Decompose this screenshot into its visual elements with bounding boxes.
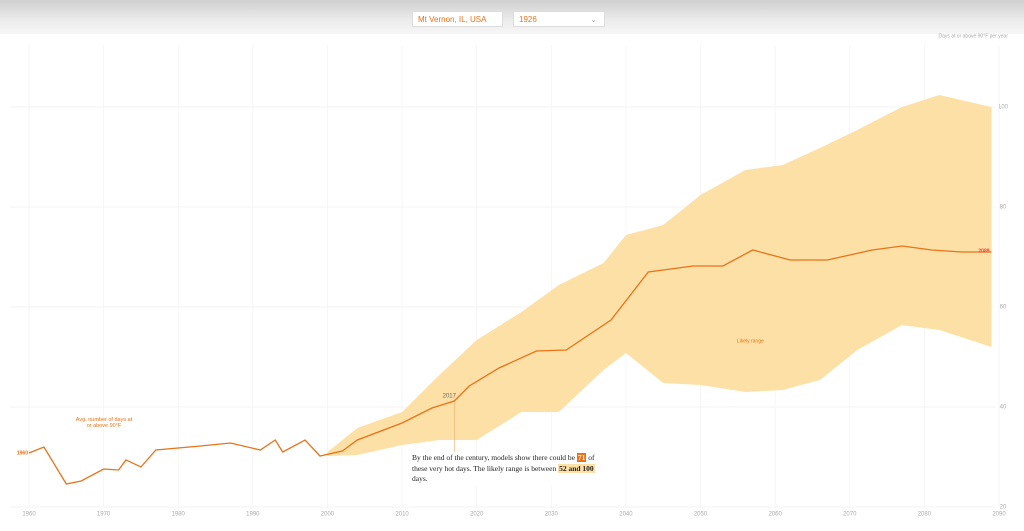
year-value: 1926	[519, 15, 537, 24]
x-tick-label: 2030	[545, 512, 559, 518]
year-select[interactable]: 1926 ⌄	[513, 11, 605, 27]
summary: By the end of the century, models show t…	[410, 452, 609, 486]
x-tick-label: 2040	[619, 512, 633, 518]
x-tick-label: 1960	[22, 512, 36, 518]
data-line	[28, 245, 992, 485]
start-label: 1960	[17, 450, 28, 456]
x-tick-label: 2080	[918, 512, 932, 518]
axis-note: Days at or above 90°F per year	[938, 33, 1008, 39]
x-tick-label: 2010	[395, 512, 409, 518]
dropdown-arrow: ⌄	[590, 15, 597, 24]
highlight-label: 2017	[443, 394, 457, 400]
y-tick-label: 20	[1000, 505, 1007, 511]
y-tick-label: 40	[1000, 405, 1007, 411]
band-label: Likely range	[737, 338, 764, 344]
x-tick-label: 2090	[992, 512, 1006, 518]
y-tick-label: 80	[1000, 205, 1007, 211]
likely-range-band	[327, 95, 992, 456]
x-tick-label: 2070	[843, 512, 857, 518]
y-tick-label: 60	[1000, 305, 1007, 311]
x-tick-label: 1970	[97, 512, 111, 518]
summary-text: By the end of the century, models show t…	[412, 453, 576, 462]
y-tick-label: 100	[998, 105, 1009, 111]
end-label: 2089	[978, 248, 989, 254]
x-tick-label: 2020	[470, 512, 484, 518]
summary-text: of these very hot days. The likely range…	[412, 453, 595, 473]
summary-text: days.	[412, 474, 428, 483]
summary-range: 52 and 100	[558, 463, 595, 473]
toolbar	[0, 0, 1024, 34]
series-label: Avg. number of days at or above 90°F	[75, 417, 133, 429]
location-input[interactable]: Mt Vernon, IL, USA	[412, 11, 503, 27]
x-tick-label: 1980	[172, 512, 186, 518]
x-tick-label: 2060	[768, 512, 782, 518]
x-tick-label: 2000	[321, 512, 335, 518]
summary-value: 71	[576, 453, 587, 462]
x-tick-label: 1990	[246, 512, 260, 518]
x-tick-label: 2050	[694, 512, 708, 518]
